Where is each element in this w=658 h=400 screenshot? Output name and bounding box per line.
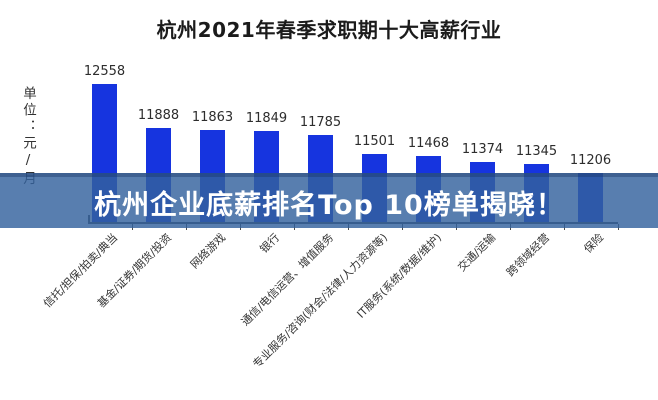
bar-value-label: 11501	[353, 133, 396, 149]
bar-value-label: 11888	[137, 108, 180, 124]
headline-banner-text: 杭州企业底薪排名Top 10榜单揭晓！	[94, 190, 564, 221]
category-label: 保险	[580, 231, 606, 256]
bar-value-label: 11345	[515, 143, 558, 159]
headline-banner: 杭州企业底薪排名Top 10榜单揭晓！	[0, 173, 658, 228]
bar-value-label: 11206	[569, 152, 612, 168]
bar-value-label: 11468	[407, 135, 450, 151]
bar-value-label: 11863	[191, 109, 234, 125]
bar-value-label: 11849	[245, 110, 288, 126]
bar-value-label: 12558	[83, 64, 126, 79]
bar-value-label: 11785	[299, 114, 342, 130]
bar-value-label: 11374	[461, 141, 504, 157]
y-axis-unit-label: 单位：元/月	[20, 86, 36, 188]
chart-title: 杭州2021年春季求职期十大高薪行业	[156, 18, 502, 42]
category-label: 信托/担保/拍卖/典当	[40, 231, 120, 311]
